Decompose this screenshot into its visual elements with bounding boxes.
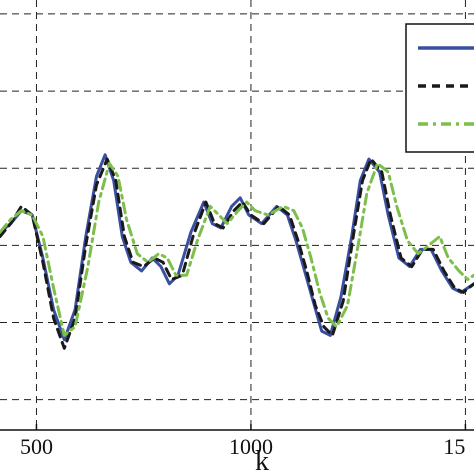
series-layer [0,153,474,350]
series-line-1 [0,153,474,342]
x-tick-label: 500 [20,434,53,459]
x-axis-label: k [255,446,269,474]
legend-box [405,23,474,153]
x-tick-label: 1000 [229,434,273,459]
x-ticks: 500 1000 15 [20,424,467,459]
legend-items [418,46,474,126]
series-line-3 [0,161,474,337]
legend [405,23,474,153]
x-tick-label: 15 [443,434,465,459]
series-line-2 [0,157,474,350]
